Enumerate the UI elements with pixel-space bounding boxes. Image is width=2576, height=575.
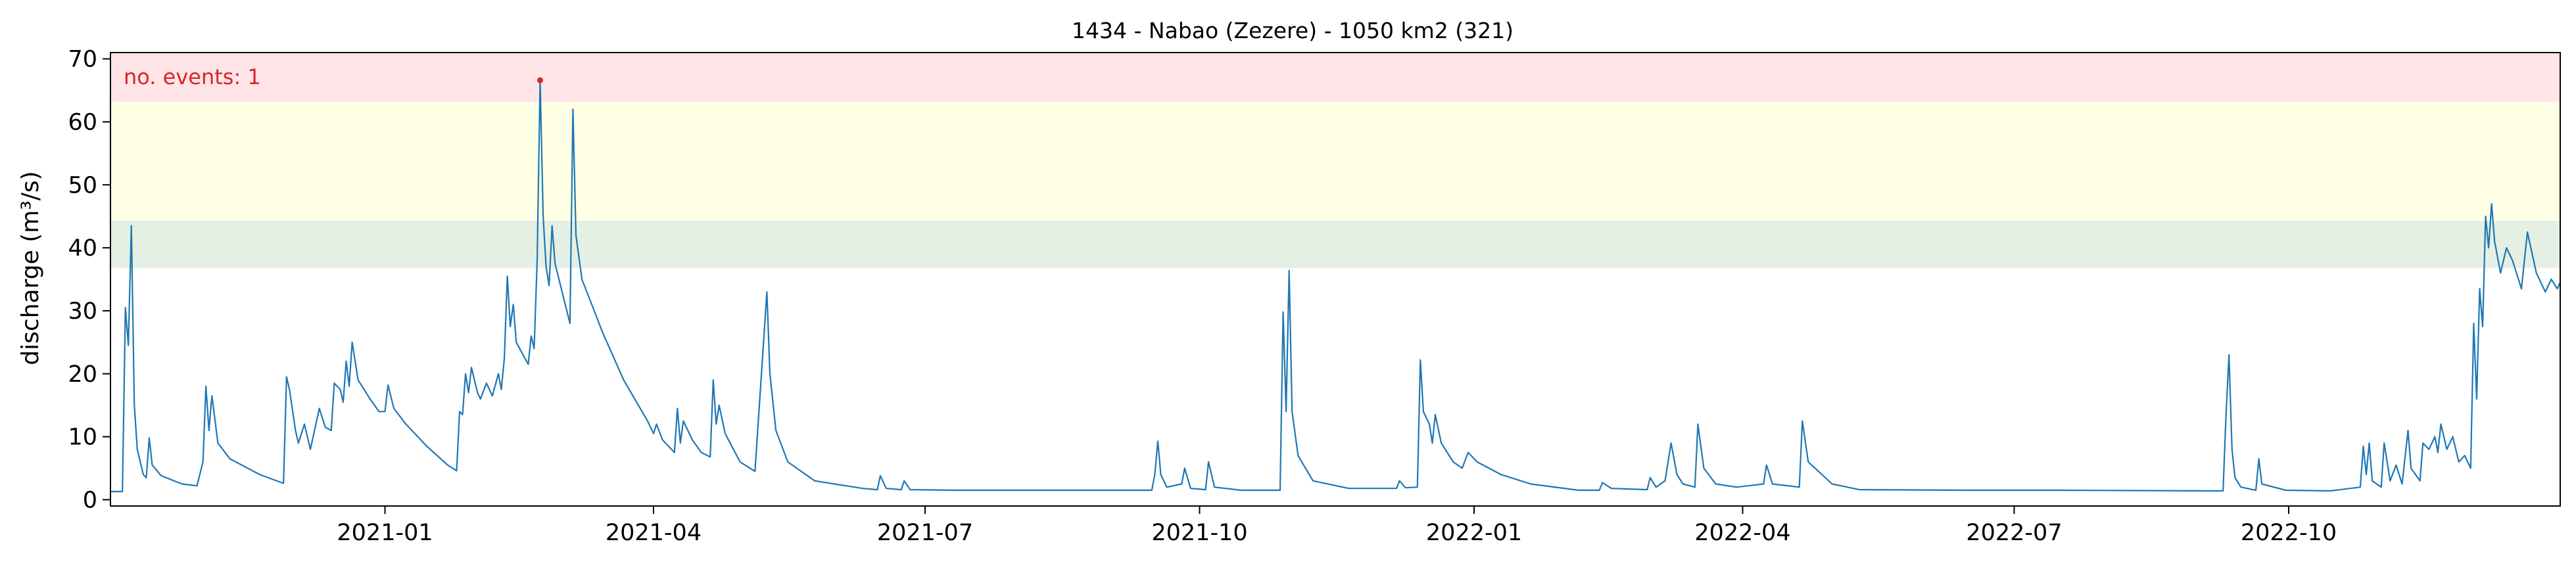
x-tick-label: 2021-10 [1151, 520, 1247, 546]
y-tick-label: 20 [68, 361, 97, 388]
event-marker-0 [537, 77, 544, 83]
y-tick-label: 40 [68, 235, 97, 262]
series-layer [110, 80, 2561, 493]
x-tick-label: 2022-10 [2241, 520, 2337, 546]
threshold-band-2 [110, 53, 2560, 102]
x-tick-label: 2021-07 [877, 520, 973, 546]
threshold-bands [110, 53, 2560, 268]
x-tick-label: 2021-01 [337, 520, 433, 546]
x-tick-label: 2022-07 [1966, 520, 2062, 546]
y-tick-label: 50 [68, 172, 97, 198]
y-axis-label: discharge (m³/s) [17, 171, 44, 365]
events-layer [537, 77, 544, 83]
x-tick-label: 2021-04 [606, 520, 702, 546]
y-tick-label: 10 [68, 425, 97, 451]
y-tick-label: 30 [68, 298, 97, 325]
y-tick-label: 60 [68, 109, 97, 135]
plot-frame [110, 52, 2561, 507]
threshold-band-0 [110, 220, 2560, 268]
events-annotation: no. events: 1 [124, 64, 261, 89]
y-tick-label: 70 [68, 47, 97, 73]
discharge-series-line-0 [110, 80, 2561, 493]
chart-title: 1434 - Nabao (Zezere) - 1050 km2 (321) [1072, 18, 1514, 43]
x-axis: 2021-01 2021-04 2021-07 2021-10 2022-01 2022-… [337, 506, 2337, 546]
y-axis: 0 10 20 30 40 50 60 70 [68, 47, 110, 513]
y-tick-label: 0 [83, 487, 97, 513]
threshold-band-1 [110, 101, 2560, 221]
x-tick-label: 2022-01 [1426, 520, 1522, 546]
x-tick-label: 2022-04 [1694, 520, 1790, 546]
